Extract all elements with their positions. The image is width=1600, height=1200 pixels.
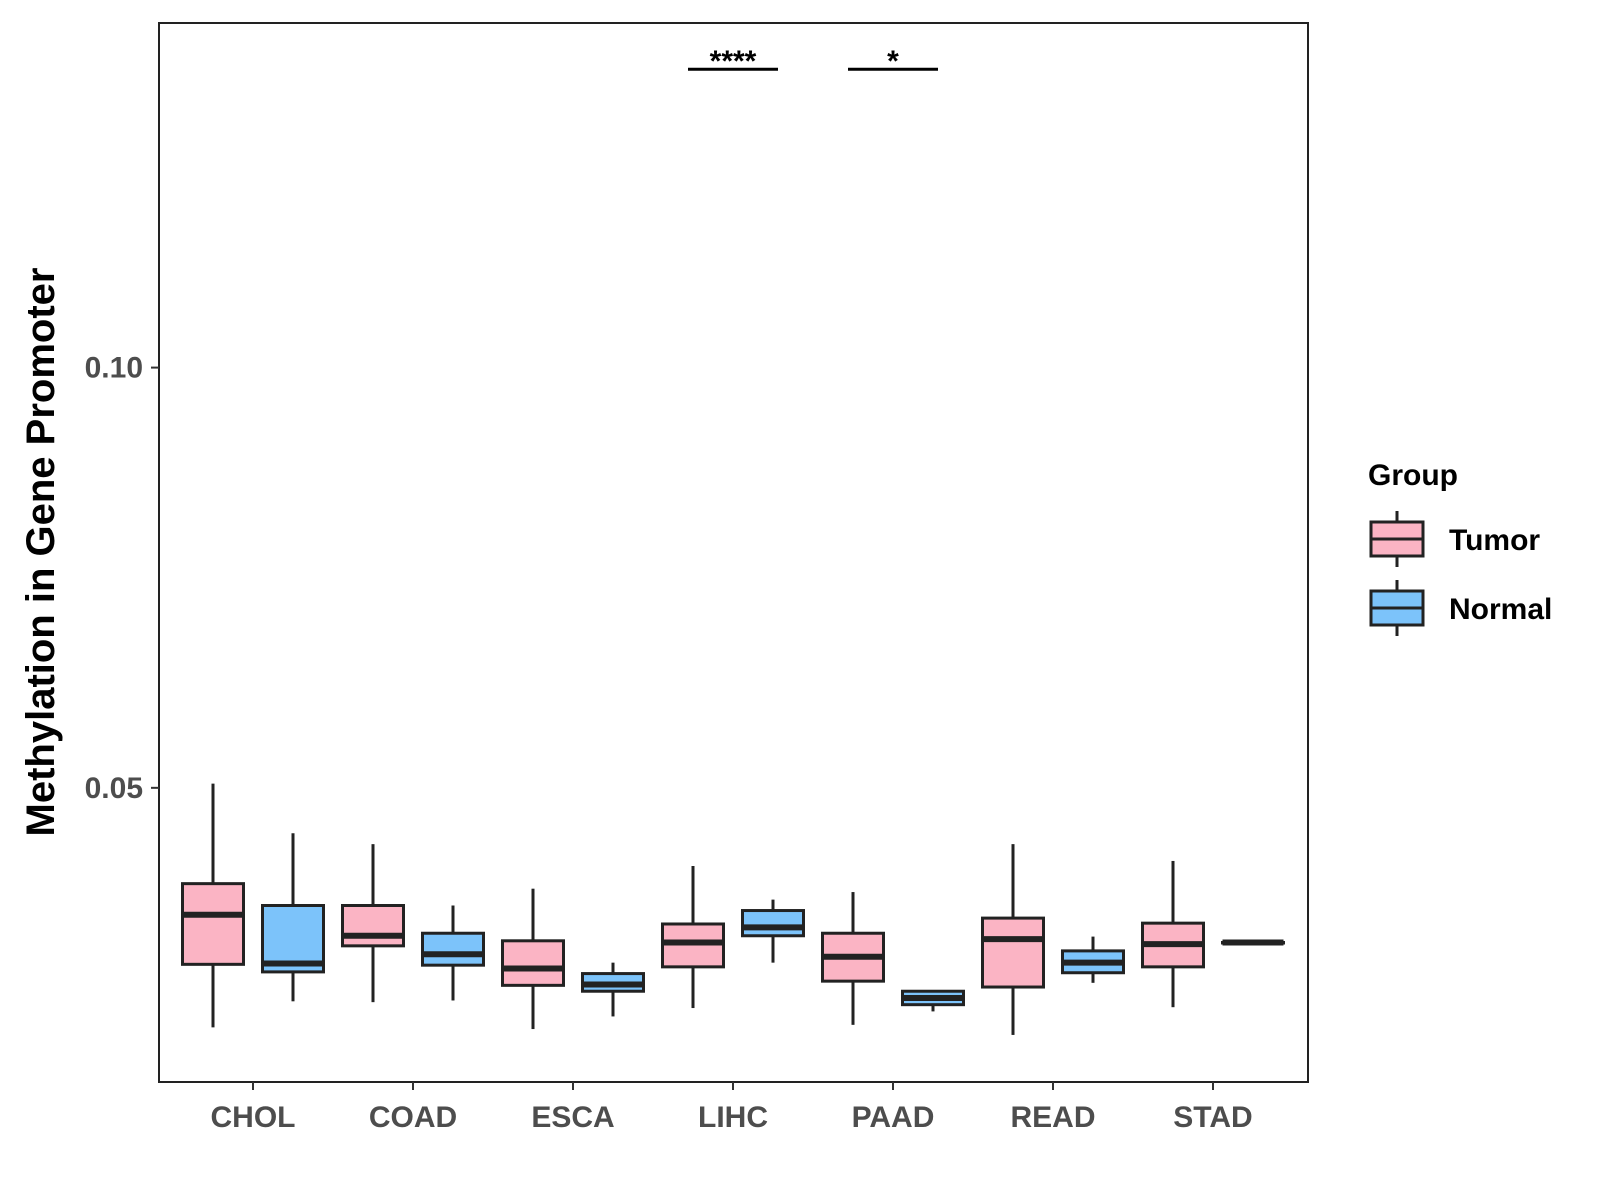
legend-label-normal: Normal (1449, 593, 1552, 626)
box-tumor-esca (501, 888, 565, 1030)
x-tick-label-lihc: LIHC (698, 1101, 768, 1134)
x-tick-label-chol: CHOL (211, 1101, 296, 1134)
y-axis-title: Methylation in Gene Promoter (19, 268, 63, 837)
x-tick-label-read: READ (1010, 1101, 1095, 1134)
box-tumor-chol (181, 783, 245, 1028)
x-tick-label-coad: COAD (369, 1101, 457, 1134)
box-tumor-read (981, 844, 1045, 1035)
x-tick-label-esca: ESCA (531, 1101, 614, 1134)
iqr-box-tumor-esca (501, 939, 565, 987)
plot-panel-border (158, 22, 1309, 1083)
significance-label-paad: * (887, 45, 899, 78)
legend-label-tumor: Tumor (1449, 524, 1540, 557)
box-tumor-coad (341, 844, 405, 1003)
legend-title: Group (1368, 459, 1458, 492)
box-tumor-paad (821, 892, 885, 1025)
box-tumor-lihc (661, 865, 725, 1009)
box-normal-esca (581, 962, 645, 1017)
significance-label-lihc: **** (710, 45, 757, 78)
box-normal-stad (1221, 939, 1285, 946)
boxes-layer (181, 783, 1285, 1035)
y-tick-label: 0.10 (85, 352, 143, 385)
axes-layer: 0.05 0.10 CHOL COAD ESCA LIHC PAAD READ STAD (85, 352, 1253, 1134)
iqr-box-normal-coad (421, 931, 485, 967)
box-normal-lihc (741, 899, 805, 963)
x-tick-label-stad: STAD (1173, 1101, 1252, 1134)
iqr-box-tumor-read (981, 916, 1045, 989)
box-tumor-stad (1141, 860, 1205, 1008)
significance-annotations: **** * (688, 45, 938, 78)
x-tick-label-paad: PAAD (852, 1101, 935, 1134)
legend-key-normal (1369, 580, 1425, 636)
box-normal-coad (421, 905, 485, 1001)
legend-key-tumor (1369, 511, 1425, 567)
box-normal-paad (901, 989, 965, 1012)
box-normal-chol (261, 833, 325, 1002)
iqr-box-normal-lihc (741, 909, 805, 938)
iqr-box-tumor-coad (341, 904, 405, 948)
iqr-box-tumor-chol (181, 882, 245, 966)
y-tick-label: 0.05 (85, 772, 143, 805)
legend: Group Tumor Normal (1368, 459, 1552, 636)
box-normal-read (1061, 936, 1125, 983)
